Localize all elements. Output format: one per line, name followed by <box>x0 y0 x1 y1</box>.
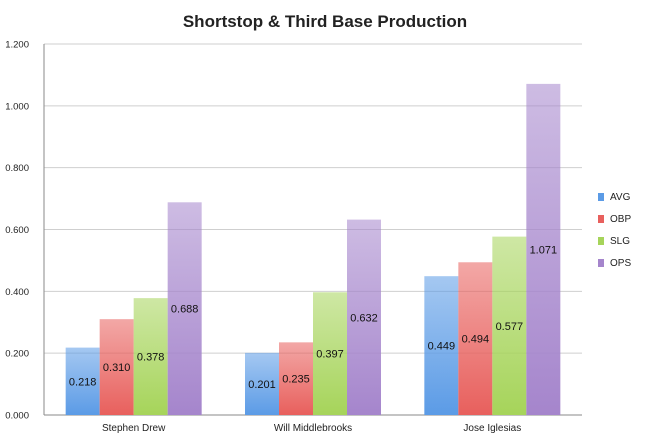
data-label: 0.235 <box>282 374 310 386</box>
bar-slg-1 <box>313 292 347 415</box>
bar-ops-2 <box>526 83 561 415</box>
y-tick-label: 1.200 <box>5 40 29 51</box>
bar-slg-0 <box>133 298 168 415</box>
y-tick-label: 0.600 <box>5 225 29 236</box>
data-label: 0.378 <box>137 352 165 364</box>
bar-obp-0 <box>99 319 134 415</box>
y-axis-ticks: 0.000 0.200 0.400 0.600 0.800 1.000 1.200 <box>5 40 29 422</box>
bar-obp-2 <box>458 262 493 415</box>
y-tick-label: 0.000 <box>5 411 29 422</box>
bar-avg-1 <box>245 352 279 415</box>
data-label: 0.310 <box>103 362 131 374</box>
bar-avg-0 <box>65 347 100 415</box>
bar-ops-1 <box>347 219 381 415</box>
x-category-label: Will Middlebrooks <box>274 423 352 433</box>
data-label: 0.397 <box>316 349 344 361</box>
y-tick-label: 0.200 <box>5 349 29 360</box>
data-label: 0.449 <box>428 341 456 353</box>
legend-label-ops: OPS <box>610 258 631 269</box>
data-label: 0.688 <box>171 304 199 316</box>
data-label: 0.494 <box>462 334 490 346</box>
legend-swatch-avg <box>598 193 604 201</box>
y-tick-label: 0.400 <box>5 287 29 298</box>
chart-title: Shortstop & Third Base Production <box>183 12 467 31</box>
bar-obp-1 <box>279 342 313 415</box>
data-label: 0.201 <box>248 379 276 391</box>
x-axis-categories: Stephen Drew Will Middlebrooks Jose Iglesi… <box>102 423 521 433</box>
data-label: 1.071 <box>530 244 558 256</box>
x-category-label: Jose Iglesias <box>463 423 521 433</box>
legend-swatch-obp <box>598 215 604 223</box>
data-label: 0.218 <box>69 376 97 388</box>
legend-label-obp: OBP <box>610 214 631 225</box>
bar-avg-2 <box>424 276 459 415</box>
y-tick-label: 0.800 <box>5 163 29 174</box>
y-tick-label: 1.000 <box>5 101 29 112</box>
bars <box>65 83 561 415</box>
legend-swatch-slg <box>598 237 604 245</box>
legend-label-avg: AVG <box>610 192 631 203</box>
x-category-label: Stephen Drew <box>102 423 166 433</box>
legend-swatch-ops <box>598 259 604 267</box>
bar-slg-2 <box>492 236 527 415</box>
legend: AVG OBP SLG OPS <box>598 192 631 269</box>
data-label: 0.577 <box>496 321 524 333</box>
legend-label-slg: SLG <box>610 236 630 247</box>
data-labels: 0.218 0.310 0.378 0.688 0.201 0.235 0.397 0.632… <box>69 244 557 390</box>
data-label: 0.632 <box>350 312 378 324</box>
bar-ops-0 <box>167 202 202 415</box>
